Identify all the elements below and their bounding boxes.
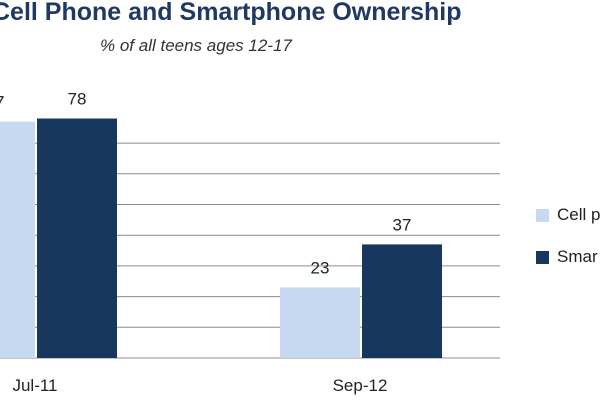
legend-swatch-series-1 [536, 208, 549, 222]
legend-swatch-series-2 [536, 250, 549, 264]
legend-item-series-1: Cell p [536, 205, 600, 225]
legend-label-series-2: Smar [557, 247, 598, 266]
x-tick-label-sep-12: Sep-12 [333, 376, 388, 395]
data-label-jul-11-series-1: 77 [0, 93, 4, 112]
legend-item-series-2: Smar [536, 247, 598, 267]
chart-title: Cell Phone and Smartphone Ownership [0, 0, 462, 26]
bar-jul-11-series-2 [37, 118, 117, 358]
bar-sep-12-series-2 [362, 244, 442, 358]
bar-jul-11-series-1 [0, 121, 35, 358]
bar-sep-12-series-1 [280, 287, 360, 358]
legend-label-series-1: Cell p [557, 205, 600, 224]
data-label-sep-12-series-2: 37 [393, 215, 412, 234]
x-tick-label-jul-11: Jul-11 [12, 376, 57, 395]
data-label-jul-11-series-2: 78 [68, 90, 87, 109]
data-label-sep-12-series-1: 23 [311, 258, 330, 277]
chart-subtitle: % of all teens ages 12-17 [100, 36, 292, 55]
